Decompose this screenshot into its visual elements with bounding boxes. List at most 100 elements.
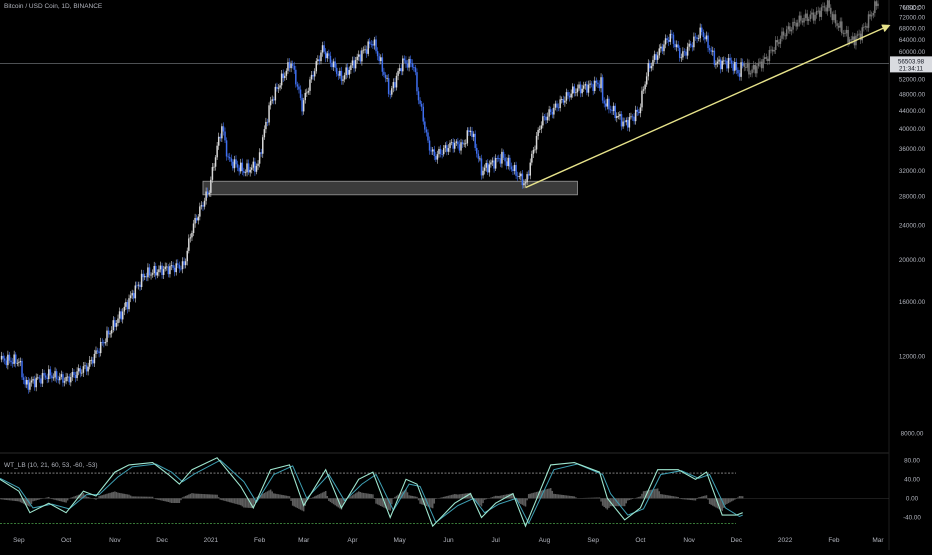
- candle-body: [634, 109, 637, 122]
- candle-body: [405, 60, 407, 64]
- candle-body: [532, 149, 535, 154]
- candle-body: [826, 0, 829, 12]
- candle-body: [232, 161, 234, 169]
- candle-body: [321, 45, 324, 53]
- candle-body: [427, 132, 429, 141]
- candle-body: [831, 13, 834, 21]
- candle-body: [381, 57, 384, 72]
- candle-body: [545, 116, 547, 121]
- candle-body: [84, 365, 86, 367]
- price-tick-label: 12000.00: [899, 354, 926, 361]
- candle-body: [285, 70, 288, 76]
- candle-body: [689, 43, 692, 46]
- candle-body: [282, 73, 284, 79]
- candle-body: [686, 46, 689, 56]
- indicator-title[interactable]: WT_LB (10, 21, 60, 53, -60, -53): [4, 462, 98, 469]
- candle-body: [106, 330, 108, 343]
- candle-body: [132, 293, 135, 299]
- candle-body: [543, 116, 546, 118]
- candle-body: [748, 62, 750, 75]
- candle-body: [471, 130, 473, 137]
- candle-body: [493, 160, 495, 169]
- candle-body: [491, 160, 494, 163]
- candle-body: [504, 157, 506, 162]
- candle-body: [645, 76, 648, 85]
- candle-body: [19, 360, 22, 363]
- candle-body: [54, 371, 56, 378]
- candle-body: [265, 121, 267, 130]
- candle-body: [653, 54, 656, 60]
- candle-body: [406, 63, 409, 68]
- candle-body: [864, 26, 867, 27]
- candle-body: [683, 51, 686, 53]
- oscillator-pane: 80.00 40.00 0.00 -40.00: [0, 457, 921, 528]
- candle-body: [468, 130, 470, 133]
- candle-body: [842, 32, 845, 34]
- candle-body: [425, 129, 428, 133]
- candle-body: [345, 67, 347, 76]
- price-tick-label: 24000.00: [899, 223, 926, 230]
- candle-body: [71, 372, 74, 378]
- candle-body: [43, 373, 45, 376]
- candle-body: [304, 92, 306, 101]
- candle-body: [518, 176, 520, 178]
- candle-body: [770, 49, 772, 51]
- candle-body: [712, 50, 714, 52]
- candle-body: [32, 379, 34, 381]
- candle-body: [718, 59, 720, 62]
- candle-body: [5, 360, 8, 366]
- price-axis: 8000.00 12000.00 16000.00 20000.00 24000.00 2…: [899, 5, 926, 438]
- candle-body: [619, 114, 621, 117]
- candle-body: [87, 366, 89, 372]
- candle-body: [691, 45, 694, 48]
- candle-body: [531, 153, 533, 163]
- candle-body: [745, 67, 747, 68]
- symbol-title[interactable]: Bitcoin / USD Coin, 1D, BINANCE: [4, 3, 103, 10]
- candle-body: [808, 19, 810, 21]
- candle-body: [307, 90, 310, 93]
- candle-body: [46, 377, 48, 380]
- candle-body: [350, 65, 352, 70]
- candle-body: [16, 362, 19, 364]
- candle-body: [25, 379, 28, 385]
- candle-body: [136, 285, 138, 287]
- candle-body: [710, 50, 712, 52]
- price-tick-label: 16000.00: [899, 299, 926, 306]
- candle-body: [375, 39, 377, 52]
- date-tick-label: Dec: [731, 537, 743, 544]
- candle-body: [435, 156, 437, 160]
- candle-body: [134, 285, 137, 299]
- candle-body: [449, 142, 451, 149]
- candle-body: [205, 191, 207, 201]
- candle-body: [594, 80, 596, 91]
- candle-body: [301, 97, 303, 112]
- price-tick-label: 72000.00: [899, 15, 926, 22]
- candle-body: [771, 49, 774, 52]
- candle-body: [609, 109, 612, 111]
- candle-body: [184, 261, 187, 266]
- candle-body: [800, 15, 802, 21]
- candle-body: [417, 91, 420, 101]
- candle-body: [568, 95, 571, 98]
- candle-body: [340, 70, 343, 81]
- candle-body: [200, 205, 203, 207]
- candle-body: [284, 75, 286, 79]
- candle-body: [115, 323, 118, 327]
- candle-body: [287, 62, 289, 71]
- candle-body: [520, 173, 522, 177]
- candle-body: [351, 60, 354, 66]
- candle-body: [306, 92, 308, 94]
- date-axis: Sep Oct Nov Dec 2021 Feb Mar Apr May Jun Jul Aug Sep…: [13, 537, 884, 544]
- candle-body: [151, 273, 154, 275]
- candle-body: [649, 63, 651, 69]
- candle-body: [92, 359, 94, 364]
- candle-body: [844, 32, 846, 34]
- candle-body: [455, 141, 458, 143]
- candle-body: [877, 3, 879, 6]
- date-tick-label: Sep: [13, 537, 25, 544]
- candle-body: [228, 156, 231, 159]
- candle-body: [490, 162, 492, 165]
- candle-body: [85, 365, 88, 372]
